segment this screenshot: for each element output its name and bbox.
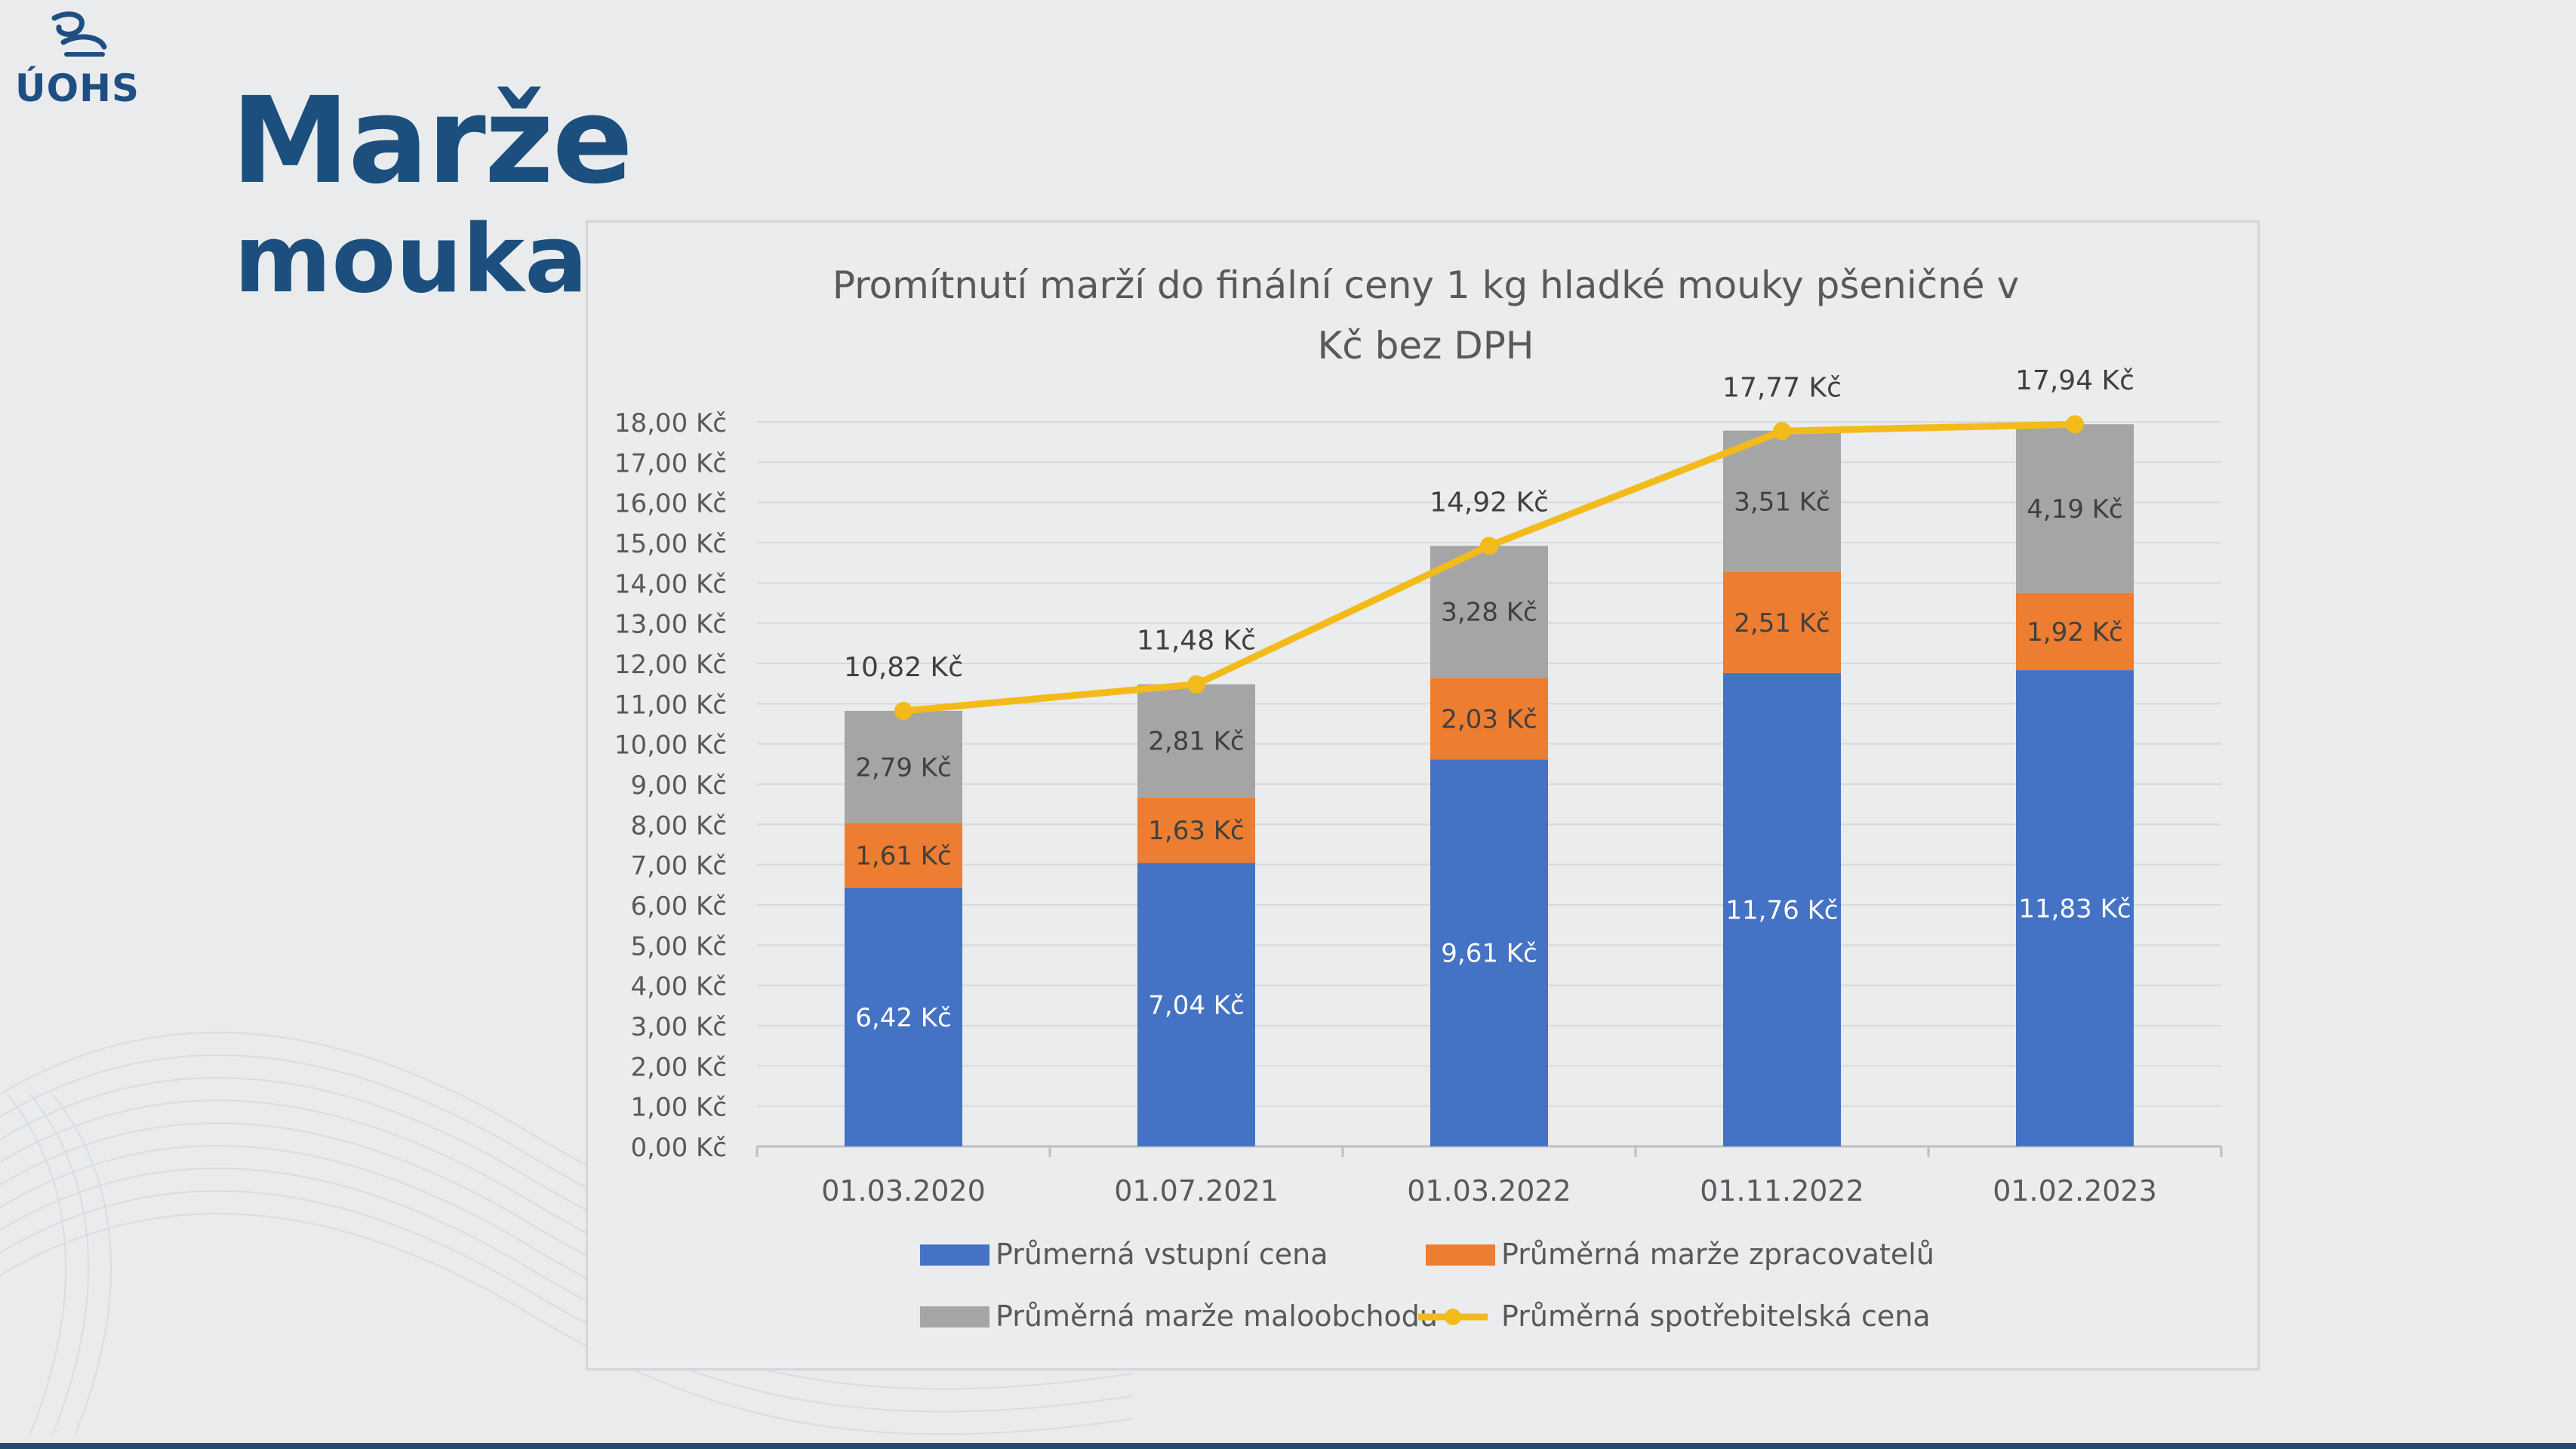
bar-segment-label: 4,19 Kč [2027,494,2123,525]
logo-text: ÚOHS [15,66,140,110]
bar-segment [845,710,962,823]
y-tick-label: 2,00 Kč [631,1052,728,1082]
uohs-logo: ÚOHS [15,11,143,110]
y-tick-label: 0,00 Kč [631,1133,728,1163]
legend-label: Průměrná spotřebitelská cena [1501,1300,1931,1333]
y-tick-label: 4,00 Kč [631,972,728,1002]
y-tick-label: 18,00 Kč [614,408,727,438]
stacked-bar-line-chart: Promítnutí marží do finální ceny 1 kg hl… [614,263,2223,1333]
bar-segment [1137,863,1255,1146]
bar-segment-label: 2,03 Kč [1441,704,1537,734]
legend-item: Průmerná vstupní cena [920,1238,1328,1271]
y-tick-label: 11,00 Kč [614,690,727,720]
bar-segment [1723,672,1841,1146]
bar-segment-label: 3,51 Kč [1734,487,1830,517]
consumer-price-point [894,701,913,720]
bar-segment [845,823,962,888]
legend-item: Průměrná marže maloobchodu [920,1300,1438,1333]
legend-swatch [920,1306,989,1327]
legend-item: Průměrná spotřebitelská cena [1418,1300,1931,1333]
bar-segment-label: 2,81 Kč [1148,727,1245,757]
consumer-price-label: 11,48 Kč [1137,626,1256,657]
chart-title-line: Kč bez DPH [1317,324,1534,368]
bar-segment-label: 1,92 Kč [2027,617,2123,648]
bar-segment [2016,424,2134,593]
y-tick-label: 6,00 Kč [631,891,728,921]
legend-label: Průměrná marže maloobchodu [996,1300,1438,1333]
bar-segment-label: 2,79 Kč [855,752,952,783]
x-tick-label: 01.02.2023 [1993,1174,2157,1208]
bar-segment-label: 2,51 Kč [1734,608,1830,638]
bar-segment-label: 3,28 Kč [1441,598,1537,628]
y-tick-label: 8,00 Kč [631,811,728,841]
y-tick-label: 5,00 Kč [631,931,728,961]
y-tick-label: 16,00 Kč [614,489,727,519]
bar-segment-label: 11,83 Kč [2018,894,2131,924]
consumer-price-point [1480,537,1498,555]
y-tick-label: 17,00 Kč [614,448,727,478]
consumer-price-point [1773,422,1791,441]
y-tick-label: 7,00 Kč [631,851,728,881]
bar-segment-label: 1,63 Kč [1148,816,1245,846]
consumer-price-label: 14,92 Kč [1430,487,1549,518]
bar-segment-label: 9,61 Kč [1441,939,1537,969]
legend-line-marker [1445,1309,1461,1325]
legend-label: Průmerná vstupní cena [996,1238,1328,1271]
bar-segment [2016,592,2134,671]
uohs-logo-mark [51,11,107,57]
y-tick-label: 1,00 Kč [631,1093,728,1123]
y-tick-label: 12,00 Kč [614,650,727,680]
y-tick-label: 9,00 Kč [631,771,728,801]
chart-panel: Promítnutí marží do finální ceny 1 kg hl… [586,220,2260,1371]
bar-segment [1430,678,1548,760]
legend-swatch [1426,1244,1495,1266]
bottom-bar [0,1443,2576,1449]
x-tick-label: 01.03.2022 [1407,1174,1571,1208]
consumer-price-point [1187,675,1205,694]
consumer-price-point [2066,415,2084,434]
legend-item: Průměrná marže zpracovatelů [1426,1238,1934,1271]
legend-label: Průměrná marže zpracovatelů [1501,1238,1934,1271]
bar-segment [1723,571,1841,673]
x-tick-label: 01.07.2021 [1114,1174,1279,1208]
bar-segment-label: 6,42 Kč [855,1003,952,1033]
y-tick-label: 14,00 Kč [614,569,727,599]
consumer-price-label: 17,77 Kč [1722,372,1842,403]
x-tick-label: 01.03.2020 [821,1174,986,1208]
slide-title: Marže [231,72,633,211]
y-tick-label: 15,00 Kč [614,529,727,559]
bar-segment [1430,759,1548,1146]
bar-segment [1723,430,1841,572]
y-tick-label: 13,00 Kč [614,610,727,640]
slide-subtitle: mouka [234,205,588,314]
bar-segment-label: 1,61 Kč [855,841,952,872]
y-tick-label: 10,00 Kč [614,731,727,761]
chart-title-line: Promítnutí marží do finální ceny 1 kg hl… [833,263,2019,307]
consumer-price-label: 17,94 Kč [2015,365,2134,396]
bar-segment [845,888,962,1146]
y-tick-label: 3,00 Kč [631,1012,728,1042]
bar-segment-label: 7,04 Kč [1148,990,1245,1020]
legend-swatch [920,1244,989,1266]
bar-segment [2016,670,2134,1146]
consumer-price-label: 10,82 Kč [844,652,963,683]
bar-segment [1137,684,1255,798]
x-tick-label: 01.11.2022 [1700,1174,1864,1208]
bar-segment [1137,797,1255,863]
bar-segment-label: 11,76 Kč [1725,895,1838,925]
